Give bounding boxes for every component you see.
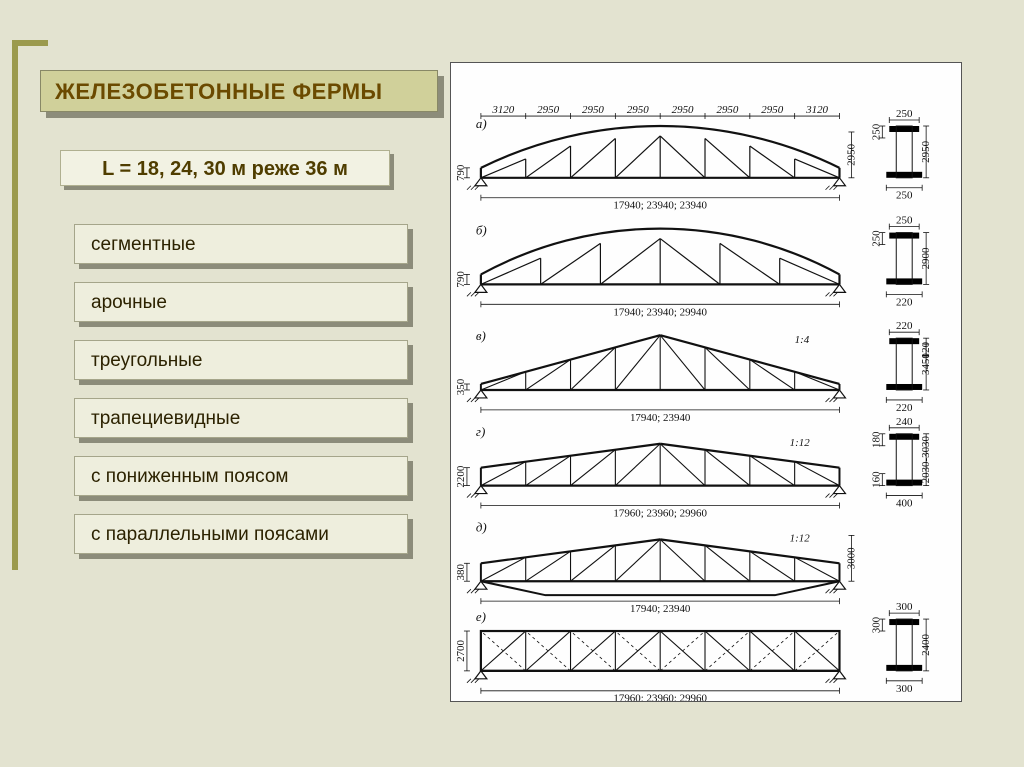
svg-text:300: 300 xyxy=(896,683,913,695)
svg-text:е): е) xyxy=(476,609,486,624)
svg-text:220: 220 xyxy=(896,402,913,414)
svg-text:220: 220 xyxy=(896,320,913,332)
svg-text:350: 350 xyxy=(455,378,467,395)
page-title: ЖЕЛЕЗОБЕТОННЫЕ ФЕРМЫ xyxy=(40,70,438,112)
lengths-note: L = 18, 24, 30 м реже 36 м xyxy=(60,150,390,186)
truss-figure: а) 3120 2950 2950 2950 2950 2950 2950 3120 17940;… xyxy=(450,62,962,702)
svg-text:250: 250 xyxy=(896,215,913,227)
svg-text:2950: 2950 xyxy=(537,104,559,116)
svg-text:790: 790 xyxy=(455,164,467,181)
svg-text:1:12: 1:12 xyxy=(790,437,811,449)
svg-text:17960; 23960; 29960: 17960; 23960; 29960 xyxy=(613,507,707,519)
svg-text:2950: 2950 xyxy=(582,104,604,116)
svg-text:1:12: 1:12 xyxy=(790,532,811,544)
svg-text:400: 400 xyxy=(896,498,913,510)
svg-text:3120: 3120 xyxy=(805,104,828,116)
svg-text:17940; 23940: 17940; 23940 xyxy=(630,412,691,424)
list-item: трапециевидные xyxy=(74,398,408,438)
svg-text:1:4: 1:4 xyxy=(795,334,810,346)
svg-text:2200: 2200 xyxy=(455,465,467,487)
svg-text:2950: 2950 xyxy=(845,143,857,165)
list-item: с пониженным поясом xyxy=(74,456,408,496)
svg-text:2950: 2950 xyxy=(920,140,932,162)
svg-text:250: 250 xyxy=(870,230,882,247)
svg-text:3120: 3120 xyxy=(491,104,514,116)
svg-text:2700: 2700 xyxy=(455,639,467,661)
svg-text:790: 790 xyxy=(455,271,467,288)
svg-text:в): в) xyxy=(476,328,486,343)
svg-text:2030-3030: 2030-3030 xyxy=(920,435,932,483)
svg-text:380: 380 xyxy=(455,564,467,581)
svg-text:2950: 2950 xyxy=(627,104,649,116)
svg-text:а): а) xyxy=(476,116,487,131)
svg-text:250: 250 xyxy=(896,108,913,120)
svg-text:17940; 23940: 17940; 23940 xyxy=(630,603,691,615)
svg-text:220: 220 xyxy=(896,296,913,308)
svg-text:300: 300 xyxy=(870,616,882,633)
svg-text:17940; 23940; 29940: 17940; 23940; 29940 xyxy=(613,306,707,318)
accent-corner xyxy=(12,40,48,570)
svg-text:17940; 23940; 23940: 17940; 23940; 23940 xyxy=(613,200,707,212)
svg-text:160: 160 xyxy=(870,471,882,488)
svg-text:д): д) xyxy=(476,519,487,534)
list-item: сегментные xyxy=(74,224,408,264)
svg-text:250: 250 xyxy=(870,123,882,140)
svg-text:2950: 2950 xyxy=(761,104,783,116)
svg-text:120: 120 xyxy=(920,341,932,358)
svg-text:250: 250 xyxy=(896,190,913,202)
svg-text:240: 240 xyxy=(896,416,913,428)
list-item: с параллельными поясами xyxy=(74,514,408,554)
svg-text:17960; 23960; 29960: 17960; 23960; 29960 xyxy=(613,693,707,701)
svg-text:3000: 3000 xyxy=(845,547,857,569)
svg-text:2950: 2950 xyxy=(672,104,694,116)
svg-text:2900: 2900 xyxy=(920,247,932,269)
svg-text:б): б) xyxy=(476,223,487,238)
svg-text:180: 180 xyxy=(870,431,882,448)
truss-type-list: сегментные арочные треугольные трапециев… xyxy=(74,224,408,572)
svg-text:300: 300 xyxy=(896,601,913,613)
list-item: треугольные xyxy=(74,340,408,380)
list-item: арочные xyxy=(74,282,408,322)
svg-text:г): г) xyxy=(476,424,485,439)
svg-text:2400: 2400 xyxy=(920,634,932,656)
svg-text:2950: 2950 xyxy=(716,104,738,116)
